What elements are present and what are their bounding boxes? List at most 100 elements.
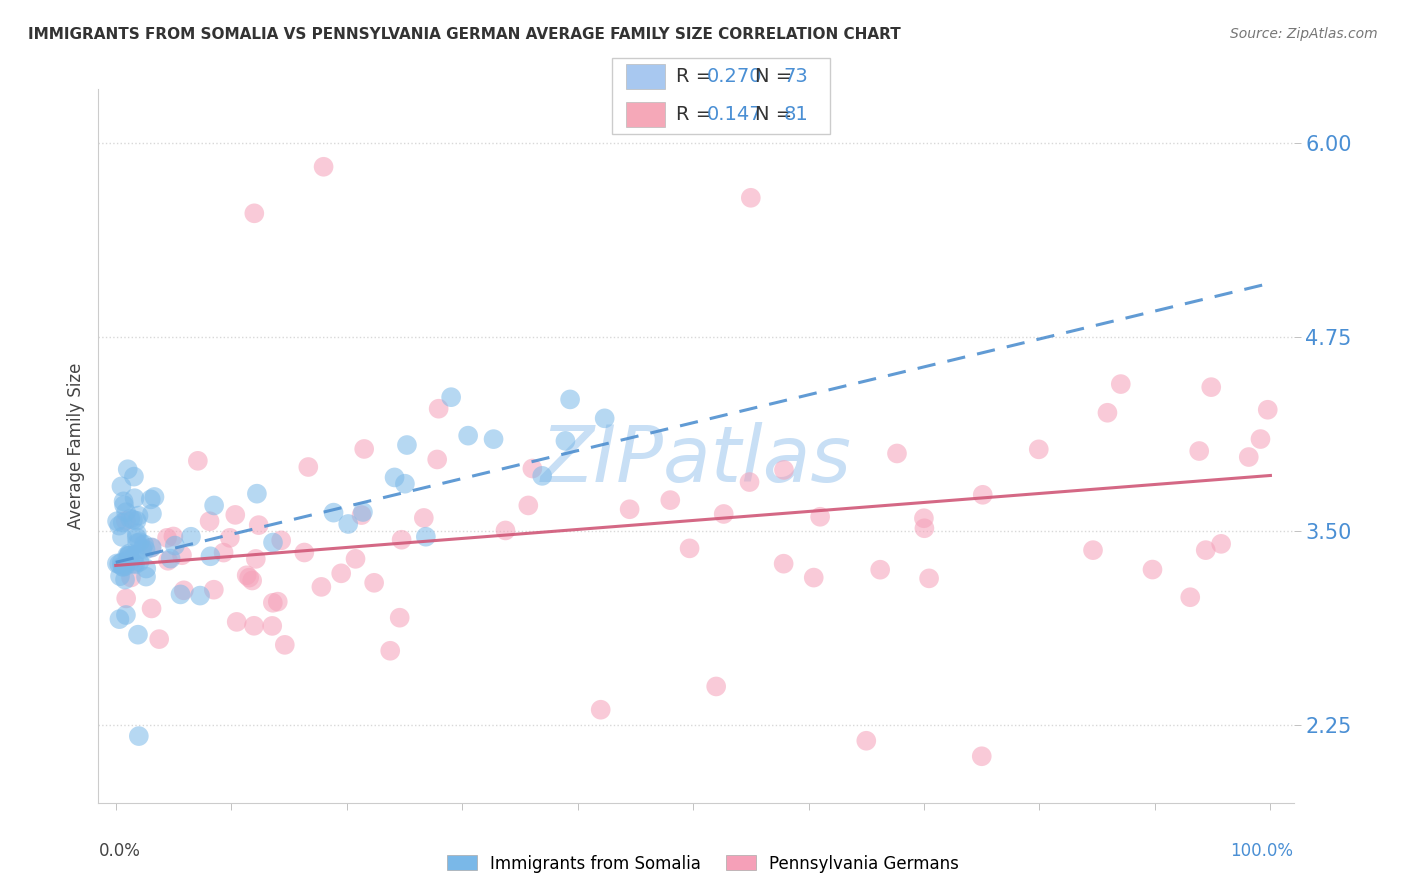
Point [127,628,149,642]
Point [240,574,263,588]
Point [200,549,222,564]
Point [212,546,235,560]
Point [803,571,825,585]
Text: 0.270: 0.270 [707,68,762,87]
Point [170,548,193,562]
Point [156,531,179,545]
Point [869,563,891,577]
Point [659,493,682,508]
Point [225,615,247,629]
Point [274,638,297,652]
Point [127,536,149,550]
Point [120,570,142,584]
Point [111,516,134,530]
Point [135,569,157,583]
Point [245,552,267,566]
Legend: Immigrants from Somalia, Pennsylvania Germans: Immigrants from Somalia, Pennsylvania Ge… [440,848,966,880]
Point [141,541,163,555]
Point [353,442,375,456]
Point [678,541,700,556]
Point [1250,432,1272,446]
Point [554,434,576,448]
Point [111,556,134,570]
Point [558,392,581,407]
Point [163,539,186,553]
Point [918,571,941,585]
Point [412,511,434,525]
Text: N =: N = [755,68,799,87]
Point [1188,444,1211,458]
Point [886,446,908,460]
Point [105,514,128,528]
Point [128,508,150,523]
Point [246,486,269,500]
Text: 0.0%: 0.0% [98,841,141,860]
Point [125,526,148,541]
Point [972,488,994,502]
Point [122,557,145,571]
Point [262,619,284,633]
Text: 73: 73 [783,68,808,87]
Point [115,505,138,519]
Point [118,549,141,563]
Point [713,507,735,521]
Point [384,470,406,484]
Point [243,619,266,633]
Point [198,514,221,528]
Point [124,548,146,562]
Point [114,559,136,574]
Point [141,507,163,521]
Point [1081,543,1104,558]
Point [247,518,270,533]
Point [108,557,131,571]
Point [238,571,260,585]
Point [141,541,163,555]
Point [120,554,142,568]
Point [187,454,209,468]
Point [112,498,135,512]
Point [311,580,333,594]
Point [312,160,335,174]
Point [120,512,142,526]
Point [124,558,146,572]
Point [344,552,367,566]
Point [704,680,727,694]
Text: R =: R = [676,105,718,124]
Point [112,494,135,508]
Point [394,476,416,491]
Point [118,547,141,561]
Point [202,582,225,597]
Point [1028,442,1050,457]
Point [143,490,166,504]
Y-axis label: Average Family Size: Average Family Size [66,363,84,529]
Point [118,549,141,563]
Point [773,463,796,477]
Point [159,551,181,566]
Point [395,438,418,452]
Text: N =: N = [755,105,799,124]
Point [1237,450,1260,464]
Point [380,644,402,658]
Point [267,594,290,608]
Point [589,703,612,717]
Text: Source: ZipAtlas.com: Source: ZipAtlas.com [1230,27,1378,41]
Point [135,542,157,557]
Point [1142,563,1164,577]
Point [619,502,641,516]
Point [457,428,479,442]
Point [110,479,132,493]
Point [426,452,449,467]
Point [125,514,148,528]
Point [292,545,315,559]
Point [114,573,136,587]
Point [169,587,191,601]
Point [427,401,450,416]
Point [117,552,139,566]
Point [129,535,152,549]
Point [1211,537,1233,551]
Point [262,535,284,549]
Point [235,568,257,582]
Point [970,749,993,764]
Point [128,555,150,569]
Point [117,462,139,476]
